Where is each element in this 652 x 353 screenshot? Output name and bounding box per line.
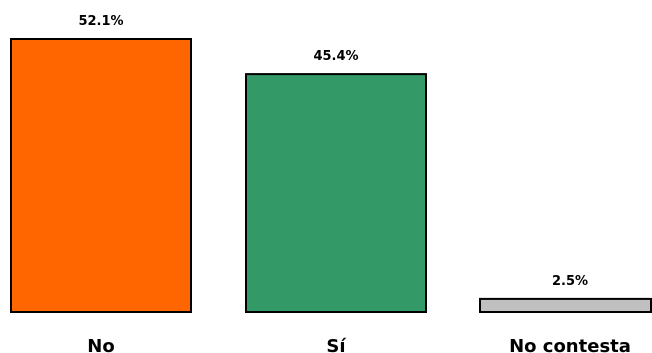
value-label-si: 45.4% [313, 49, 358, 64]
value-label-no-contesta: 2.5% [552, 274, 588, 289]
bar-si [245, 73, 427, 313]
category-labels-group: No Sí No contesta [87, 336, 631, 353]
value-labels-group: 52.1% 45.4% 2.5% [78, 14, 588, 289]
category-label-no-contesta: No contesta [509, 336, 631, 353]
bar-no-contesta [479, 297, 652, 313]
bar-no [10, 38, 192, 313]
category-label-si: Sí [326, 336, 346, 353]
bars-group [10, 38, 652, 313]
category-label-no: No [87, 336, 114, 353]
value-label-no: 52.1% [78, 14, 123, 29]
